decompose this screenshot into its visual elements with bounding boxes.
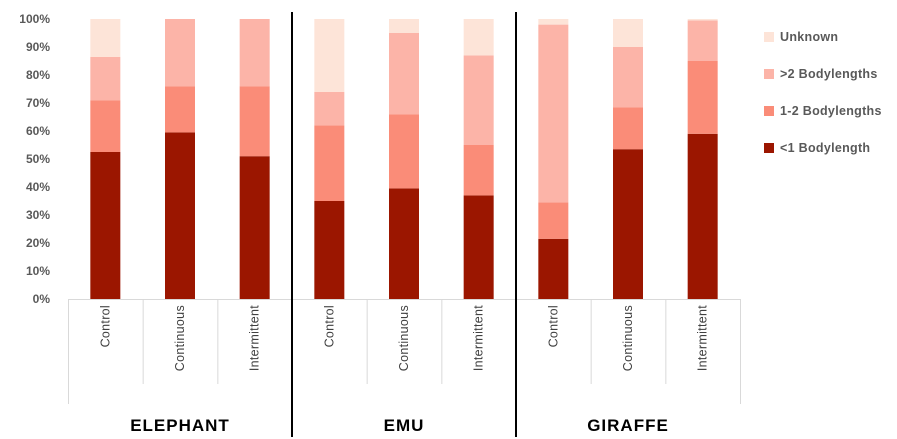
x-tick-label: Continuous — [397, 305, 411, 371]
y-tick-label: 10% — [26, 264, 50, 278]
bar-segment — [90, 56, 121, 101]
bar-segment — [538, 238, 569, 299]
x-tick-label: Control — [98, 305, 112, 347]
group-label: ELEPHANT — [130, 416, 230, 435]
bar-segment — [389, 114, 419, 189]
bar-segment — [463, 55, 494, 145]
bar-segment — [165, 132, 195, 299]
y-tick-label: 60% — [26, 124, 50, 138]
y-tick-label: 0% — [33, 292, 51, 306]
bar-segment — [613, 47, 643, 108]
bar-segment — [389, 19, 419, 33]
bar-segment — [687, 133, 718, 299]
bar-segment — [239, 156, 270, 299]
y-tick-label: 50% — [26, 152, 50, 166]
legend-swatch — [764, 69, 774, 79]
axis-layer: 0% 10% 20% 30% 40% 50% 60% 70% 80% 90% 100% — [19, 12, 741, 437]
y-tick-label: 30% — [26, 208, 50, 222]
y-tick-label: 70% — [26, 96, 50, 110]
bar-segment — [389, 33, 419, 115]
bar-segment — [613, 149, 643, 299]
bar-segment — [165, 86, 195, 133]
bar-segment — [687, 20, 718, 61]
bar-segment — [314, 19, 345, 92]
x-tick-label: Intermittent — [248, 305, 262, 371]
label-layer: Control Continuous Intermittent Control Cont… — [98, 305, 709, 435]
y-tick-label: 40% — [26, 180, 50, 194]
bar-segment — [90, 100, 121, 152]
bar-segment — [314, 91, 345, 126]
y-tick-label: 90% — [26, 40, 50, 54]
legend-label: 1-2 Bodylengths — [780, 104, 882, 118]
legend-label: Unknown — [780, 30, 838, 44]
legend-swatch — [764, 106, 774, 116]
legend: Unknown >2 Bodylengths 1-2 Bodylengths <1 B… — [764, 30, 882, 155]
bar-layer — [90, 19, 718, 299]
legend-swatch — [764, 143, 774, 153]
y-tick-label: 80% — [26, 68, 50, 82]
y-tick-label: 20% — [26, 236, 50, 250]
bar-segment — [538, 24, 569, 203]
bar-segment — [687, 19, 718, 21]
bar-segment — [463, 195, 494, 299]
bar-segment — [239, 19, 270, 87]
y-tick-label: 100% — [19, 12, 50, 26]
bar-segment — [165, 19, 195, 87]
x-tick-label: Continuous — [621, 305, 635, 371]
bar-segment — [314, 201, 345, 299]
legend-label: <1 Bodylength — [780, 141, 870, 155]
bar-segment — [314, 125, 345, 201]
x-tick-label: Intermittent — [472, 305, 486, 371]
bar-segment — [239, 86, 270, 157]
bar-segment — [538, 19, 569, 25]
bar-segment — [463, 19, 494, 56]
bar-segment — [538, 202, 569, 239]
bar-segment — [90, 19, 121, 57]
x-tick-label: Control — [546, 305, 560, 347]
bar-segment — [687, 61, 718, 134]
x-tick-label: Intermittent — [696, 305, 710, 371]
x-tick-label: Continuous — [173, 305, 187, 371]
bar-segment — [463, 145, 494, 196]
group-label: EMU — [384, 416, 425, 435]
x-tick-label: Control — [322, 305, 336, 347]
bar-segment — [613, 19, 643, 47]
legend-swatch — [764, 32, 774, 42]
legend-label: >2 Bodylengths — [780, 67, 878, 81]
group-label: GIRAFFE — [587, 416, 669, 435]
bar-segment — [90, 152, 121, 299]
bar-segment — [613, 107, 643, 150]
bar-segment — [389, 188, 419, 299]
